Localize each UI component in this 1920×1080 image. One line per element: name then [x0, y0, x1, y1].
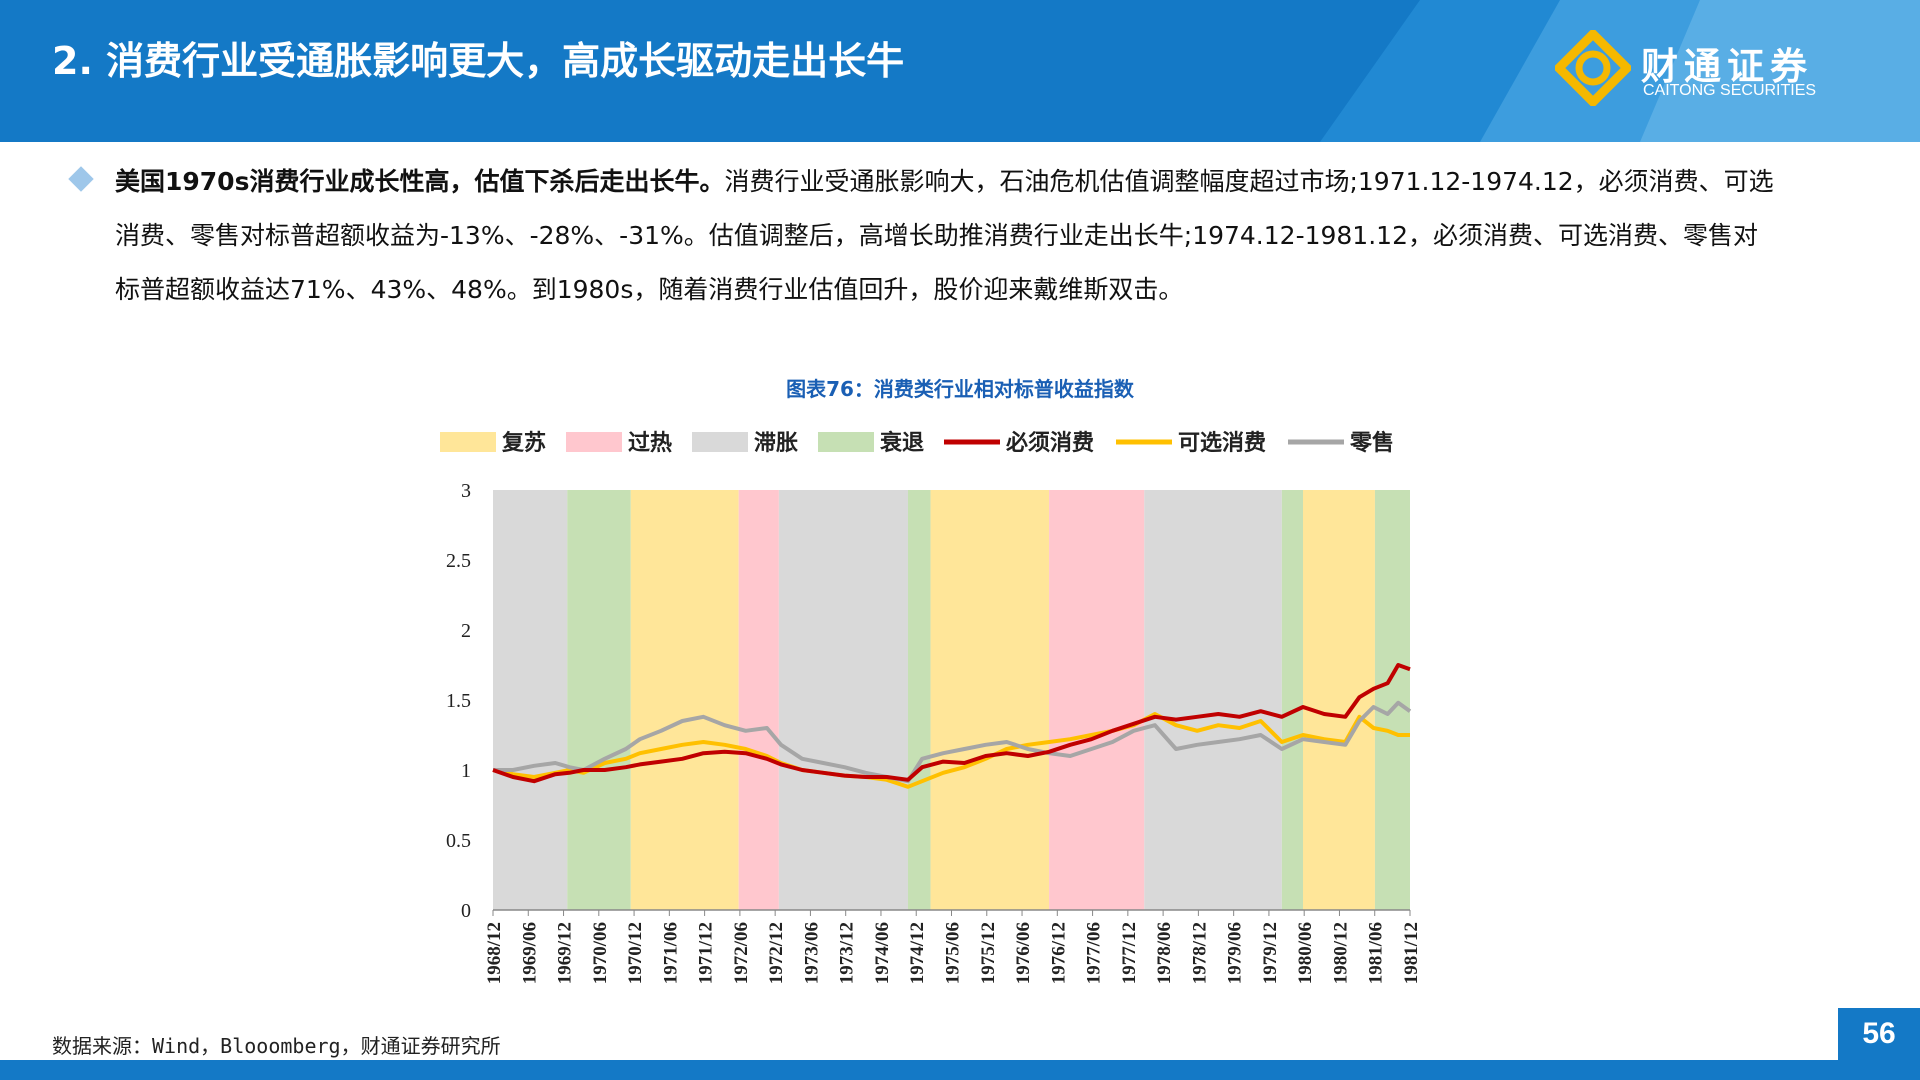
x-tick-label: 1969/12 — [555, 922, 576, 984]
phase-band-0 — [493, 490, 568, 910]
x-tick-label: 1974/12 — [907, 922, 928, 984]
y-tick-label: 2 — [461, 620, 471, 642]
legend-label: 衰退 — [879, 430, 924, 456]
legend-label: 过热 — [628, 430, 672, 456]
x-tick-label: 1979/12 — [1260, 922, 1281, 984]
phase-band-8 — [1144, 490, 1282, 910]
x-tick-label: 1978/12 — [1189, 922, 1210, 984]
phase-band-5 — [907, 490, 931, 910]
x-tick-label: 1970/06 — [590, 922, 611, 984]
legend-label: 滞胀 — [754, 431, 798, 456]
legend-swatch — [692, 432, 748, 452]
chart-axes: 0 0.5 1 1.5 2 2.5 3 1968/12 1969/06 1969/12 1970/0… — [446, 480, 1422, 984]
phase-band-11 — [1374, 490, 1410, 910]
x-tick-label: 1972/12 — [766, 922, 787, 984]
phase-band-9 — [1281, 490, 1303, 910]
legend-swatch — [440, 432, 496, 452]
series-line-1 — [492, 712, 1410, 789]
chart-legend: 复苏 过热 滞胀 衰退 必须消费 可选消费 零售 — [440, 430, 1394, 456]
phase-band-1 — [567, 490, 631, 910]
x-tick-label: 1979/06 — [1225, 922, 1246, 984]
phase-band-4 — [778, 490, 908, 910]
legend-item-5: 可选消费 — [1116, 431, 1266, 456]
x-tick-label: 1968/12 — [484, 922, 505, 984]
y-tick-label: 2.5 — [446, 550, 471, 572]
x-tick-label: 1975/12 — [978, 922, 999, 984]
x-tick-label: 1973/12 — [837, 922, 858, 984]
caitong-logo-icon — [1555, 30, 1631, 106]
x-tick-label: 1970/12 — [625, 922, 646, 984]
y-tick-label: 0.5 — [446, 830, 471, 852]
x-tick-label: 1971/12 — [696, 922, 717, 984]
x-tick-label: 1976/12 — [1048, 922, 1069, 984]
page-number: 56 — [1838, 1008, 1920, 1060]
relative-return-chart: 复苏 过热 滞胀 衰退 必须消费 可选消费 零售 0 0.5 1 1.5 2 2.5 3 1968/12 1… — [440, 430, 1422, 984]
y-tick-label: 3 — [461, 480, 471, 502]
series-lines — [492, 663, 1412, 789]
x-tick-label: 1977/06 — [1084, 922, 1105, 984]
chart-title: 图表76：消费类行业相对标普收益指数 — [786, 377, 1134, 401]
header-banner: 2. 消费行业受通胀影响更大，高成长驱动走出长牛 财通证券 CAITONG SE… — [0, 0, 1920, 142]
summary-text: 消费行业受通胀影响大，石油危机估值调整幅度超过市场;1971.12-1974.1… — [115, 167, 1774, 304]
summary-paragraph: 美国1970s消费行业成长性高，估值下杀后走出长牛。消费行业受通胀影响大，石油危… — [115, 155, 1775, 317]
y-tick-label: 0 — [461, 900, 471, 922]
y-tick-label: 1.5 — [446, 690, 471, 712]
logo-english: CAITONG SECURITIES — [1643, 82, 1817, 99]
phase-bands — [493, 490, 1410, 910]
phase-band-10 — [1302, 490, 1375, 910]
x-tick-label: 1980/12 — [1330, 922, 1351, 984]
page-title: 2. 消费行业受通胀影响更大，高成长驱动走出长牛 — [52, 39, 905, 83]
x-tick-label: 1969/06 — [519, 922, 540, 984]
legend-item-0: 复苏 — [440, 430, 546, 456]
phase-band-3 — [738, 490, 779, 910]
legend-swatch — [818, 432, 874, 452]
legend-item-1: 过热 — [566, 430, 672, 456]
x-tick-label: 1977/12 — [1119, 922, 1140, 984]
legend-item-4: 必须消费 — [944, 430, 1094, 456]
phase-band-6 — [930, 490, 1050, 910]
x-tick-label: 1981/06 — [1366, 922, 1387, 984]
x-tick-label: 1974/06 — [872, 922, 893, 984]
x-tick-label: 1978/06 — [1154, 922, 1175, 984]
y-tick-label: 1 — [461, 760, 471, 782]
x-tick-label: 1980/06 — [1295, 922, 1316, 984]
series-line-0 — [492, 663, 1411, 784]
x-tick-label: 1971/06 — [660, 922, 681, 984]
legend-swatch — [566, 432, 622, 452]
legend-label: 复苏 — [501, 430, 546, 456]
footer-bar — [0, 1060, 1920, 1080]
caitong-logo: 财通证券 CAITONG SECURITIES — [1555, 30, 1915, 110]
phase-band-2 — [630, 490, 739, 910]
summary-bold-lead: 美国1970s消费行业成长性高，估值下杀后走出长牛。 — [115, 167, 725, 196]
data-source: 数据来源：Wind，Blooomberg，财通证券研究所 — [52, 1034, 501, 1058]
x-tick-label: 1973/06 — [801, 922, 822, 984]
legend-label: 零售 — [1349, 430, 1394, 456]
x-tick-label: 1981/12 — [1401, 922, 1422, 984]
phase-band-7 — [1049, 490, 1145, 910]
x-tick-label: 1975/06 — [943, 922, 964, 984]
legend-label: 必须消费 — [1006, 430, 1094, 456]
logo-chinese: 财通证券 — [1641, 45, 1813, 88]
legend-item-2: 滞胀 — [692, 431, 798, 456]
legend-item-6: 零售 — [1288, 430, 1394, 456]
series-line-2 — [493, 700, 1412, 784]
x-tick-label: 1976/06 — [1013, 922, 1034, 984]
x-tick-label: 1972/06 — [731, 922, 752, 984]
legend-label: 可选消费 — [1178, 431, 1266, 456]
legend-item-3: 衰退 — [818, 430, 924, 456]
